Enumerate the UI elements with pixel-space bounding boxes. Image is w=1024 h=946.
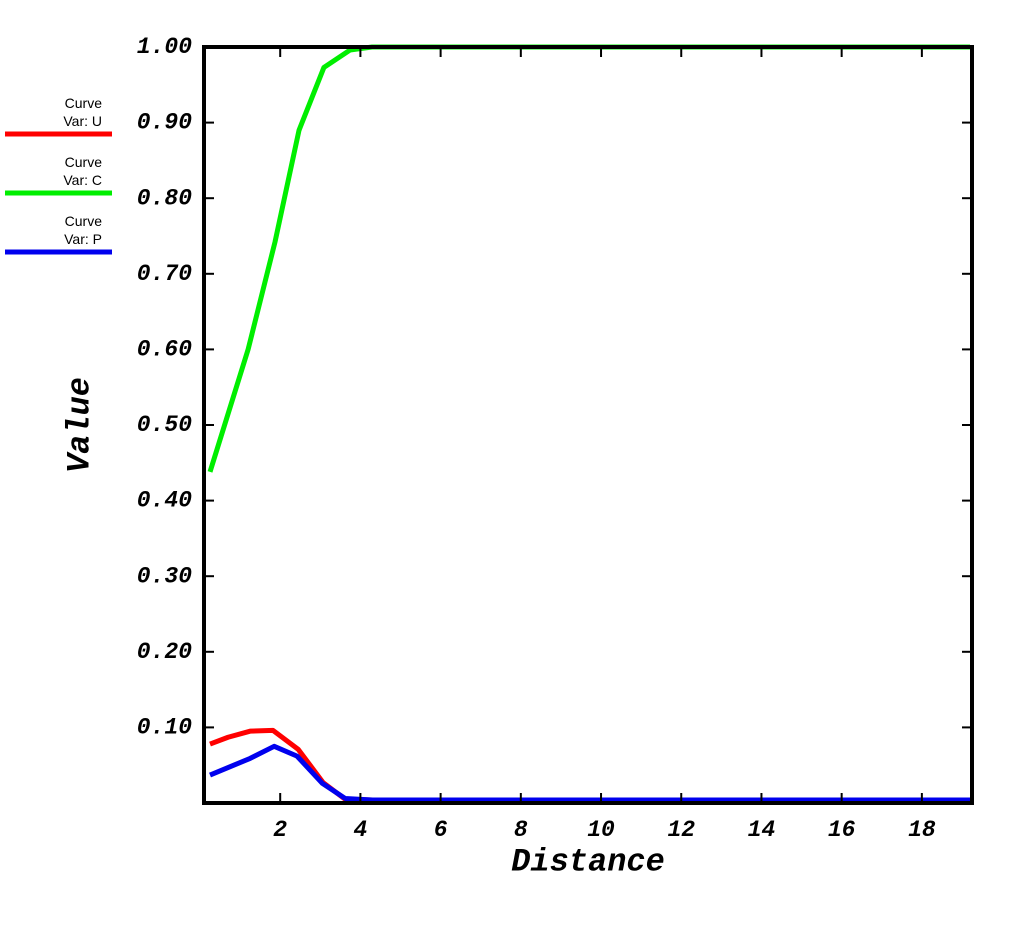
y-axis-label: Value [61,377,98,473]
y-tick-label: 0.30 [137,563,192,589]
plot-frame [202,45,974,805]
y-tick-label: 0.80 [137,185,192,211]
x-tick-label: 8 [514,817,528,843]
x-tick-label: 14 [748,817,776,843]
y-tick-label: 0.40 [137,488,192,514]
y-tick-label: 0.10 [137,714,192,740]
x-tick-label: 4 [354,817,368,843]
x-tick-label: 6 [434,817,448,843]
y-tick-label: 0.70 [137,261,192,287]
x-tick-label: 18 [908,817,936,843]
x-tick-label: 10 [587,817,615,843]
line-series [209,743,970,803]
y-tick-label: 0.50 [137,412,192,438]
y-tick-label: 0.20 [137,639,192,665]
x-tick-label: 16 [828,817,856,843]
legend-label: Var: P [64,231,102,247]
x-axis-label: Distance [511,843,665,880]
x-tick-label: 12 [667,817,695,843]
legend-label: Curve [65,213,103,229]
y-tick-label: 0.90 [137,110,192,136]
line-series [207,44,970,473]
x-tick-label: 2 [273,817,287,843]
legend-label: Curve [65,95,103,111]
line-series [209,727,970,803]
legend-label: Var: C [63,172,102,188]
y-tick-label: 1.00 [137,34,192,60]
legend-label: Curve [65,154,103,170]
y-tick-label: 0.60 [137,336,192,362]
legend-label: Var: U [63,113,102,129]
